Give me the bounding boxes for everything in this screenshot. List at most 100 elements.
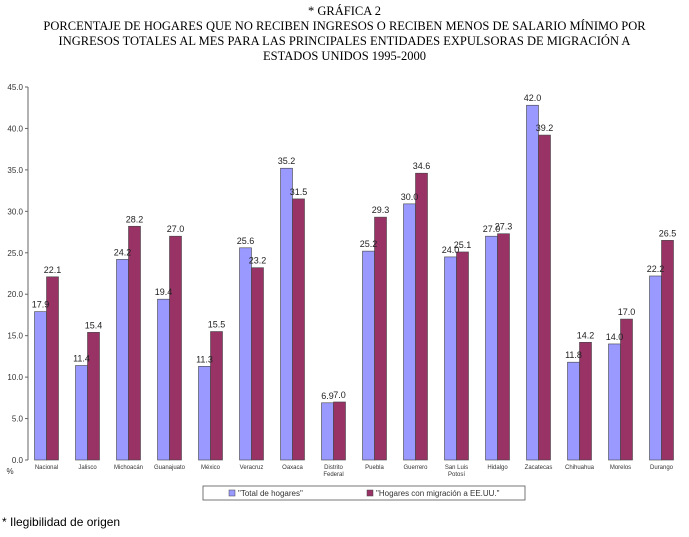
bar-migracion xyxy=(46,276,59,461)
category-label: Morelos xyxy=(610,465,631,471)
bar-total xyxy=(403,203,416,461)
data-label: 17.9 xyxy=(32,300,50,310)
y-tick-label: 10.0 xyxy=(7,373,23,382)
data-label: 11.4 xyxy=(73,354,90,364)
category-label: Oaxaca xyxy=(282,465,303,471)
data-label: 25.1 xyxy=(454,240,472,250)
category-label: Durango xyxy=(650,465,674,471)
bar-migracion xyxy=(169,235,182,461)
data-label: 35.2 xyxy=(278,156,296,166)
bar-migracion xyxy=(661,240,674,461)
bar-migracion xyxy=(415,172,428,461)
data-label: 27.3 xyxy=(495,222,513,232)
data-labels: 17.9 22.1 11.4 15.4 24.2 28.2 19.4 27.0 11.3 15.5… xyxy=(32,93,677,401)
legend-entry: "Hogares con migración a EE.UU." xyxy=(376,489,500,498)
category-label: Guerrero xyxy=(403,465,428,471)
y-tick-label: 0.0 xyxy=(12,456,24,465)
data-label: 15.4 xyxy=(85,320,103,330)
y-tick-label: 40.0 xyxy=(7,124,23,133)
data-label: 6.9 xyxy=(321,391,334,401)
y-unit-label: % xyxy=(6,467,13,476)
data-label: 34.6 xyxy=(413,161,431,171)
data-label: 27.0 xyxy=(483,224,501,234)
y-tick-label: 35.0 xyxy=(7,166,23,175)
bar-total xyxy=(280,167,293,461)
chart-subtitle-line-3: ESTADOS UNIDOS 1995-2000 xyxy=(263,49,426,63)
data-label: 27.0 xyxy=(167,224,185,234)
data-label: 7.0 xyxy=(333,390,346,400)
bar-total xyxy=(116,259,129,461)
y-tick-label: 45.0 xyxy=(7,83,23,92)
chart-subtitle-line-2: INGRESOS TOTALES AL MES PARA LAS PRINCIP… xyxy=(58,34,631,48)
chart-title: * GRÁFICA 2 xyxy=(308,4,381,18)
chart-subtitle-line-1: PORCENTAJE DE HOGARES QUE NO RECIBEN ING… xyxy=(43,19,646,33)
data-label: 22.1 xyxy=(44,265,62,275)
legend: "Total de hogares" "Hogares con migración… xyxy=(202,485,526,501)
legend-swatch xyxy=(366,489,374,497)
bar-migracion xyxy=(579,341,592,461)
bar-total xyxy=(444,256,457,461)
category-label: Distrito Federal xyxy=(323,465,343,478)
bar-migracion xyxy=(538,134,551,461)
bar-total xyxy=(526,104,539,461)
bar-total xyxy=(485,235,498,461)
bar-migracion xyxy=(87,332,100,461)
bar-migracion xyxy=(210,331,223,461)
bar-migracion xyxy=(333,401,346,461)
category-label: San Luis Potosí xyxy=(445,465,468,478)
category-label: México xyxy=(201,465,221,471)
data-label: 28.2 xyxy=(126,214,144,224)
bar-total xyxy=(239,247,252,461)
data-label: 14.2 xyxy=(577,330,595,340)
legend-box xyxy=(202,485,526,501)
bar-total xyxy=(649,275,662,461)
category-label: Chihuahua xyxy=(565,465,595,471)
y-axis: 0.0 5.0 10.0 15.0 20.0 25.0 30.0 35.0 40.0 45.0% xyxy=(6,83,29,476)
bar-migracion xyxy=(251,267,264,461)
data-label: 24.0 xyxy=(442,245,460,255)
category-label: Jalisco xyxy=(78,465,97,471)
bar-migracion xyxy=(374,216,387,461)
data-label: 31.5 xyxy=(290,187,308,197)
bar-total xyxy=(198,366,211,461)
bar-migracion xyxy=(456,251,469,461)
bar-total xyxy=(34,311,47,461)
category-labels: Nacional Jalisco Michoacán Guanajuato México… xyxy=(35,465,674,478)
bar-migracion xyxy=(497,233,510,461)
data-label: 25.6 xyxy=(237,236,255,246)
bar-total xyxy=(75,365,88,461)
y-tick-label: 5.0 xyxy=(12,415,24,424)
bar-total xyxy=(567,361,580,461)
legend-entry: "Total de hogares" xyxy=(238,489,303,498)
data-label: 22.2 xyxy=(647,264,665,274)
y-tick-label: 15.0 xyxy=(7,332,23,341)
bar-total xyxy=(608,343,621,461)
category-label: Puebla xyxy=(365,465,384,471)
bar-total xyxy=(362,250,375,461)
bars xyxy=(34,104,674,461)
data-label: 15.5 xyxy=(208,320,226,330)
y-tick-label: 20.0 xyxy=(7,290,23,299)
data-label: 14.0 xyxy=(606,332,624,342)
bar-migracion xyxy=(292,198,305,461)
data-label: 26.5 xyxy=(659,228,677,238)
chart-title-block: * GRÁFICA 2 PORCENTAJE DE HOGARES QUE NO… xyxy=(0,4,689,64)
footnote: * Ilegibilidad de origen xyxy=(2,515,121,529)
data-label: 25.2 xyxy=(360,239,378,249)
category-label: Veracruz xyxy=(240,465,264,471)
data-label: 39.2 xyxy=(536,123,554,133)
bar-total xyxy=(321,402,334,461)
data-label: 17.0 xyxy=(618,307,636,317)
data-label: 29.3 xyxy=(372,205,390,215)
data-label: 23.2 xyxy=(249,256,267,266)
data-label: 24.2 xyxy=(114,247,132,257)
data-label: 42.0 xyxy=(524,93,542,103)
bar-total xyxy=(157,298,170,461)
bar-migracion xyxy=(128,225,141,461)
data-label: 11.3 xyxy=(196,354,213,364)
category-label: Michoacán xyxy=(114,465,143,471)
y-tick-label: 25.0 xyxy=(7,249,23,258)
category-label: Nacional xyxy=(35,465,58,471)
bar-migracion xyxy=(620,318,633,461)
